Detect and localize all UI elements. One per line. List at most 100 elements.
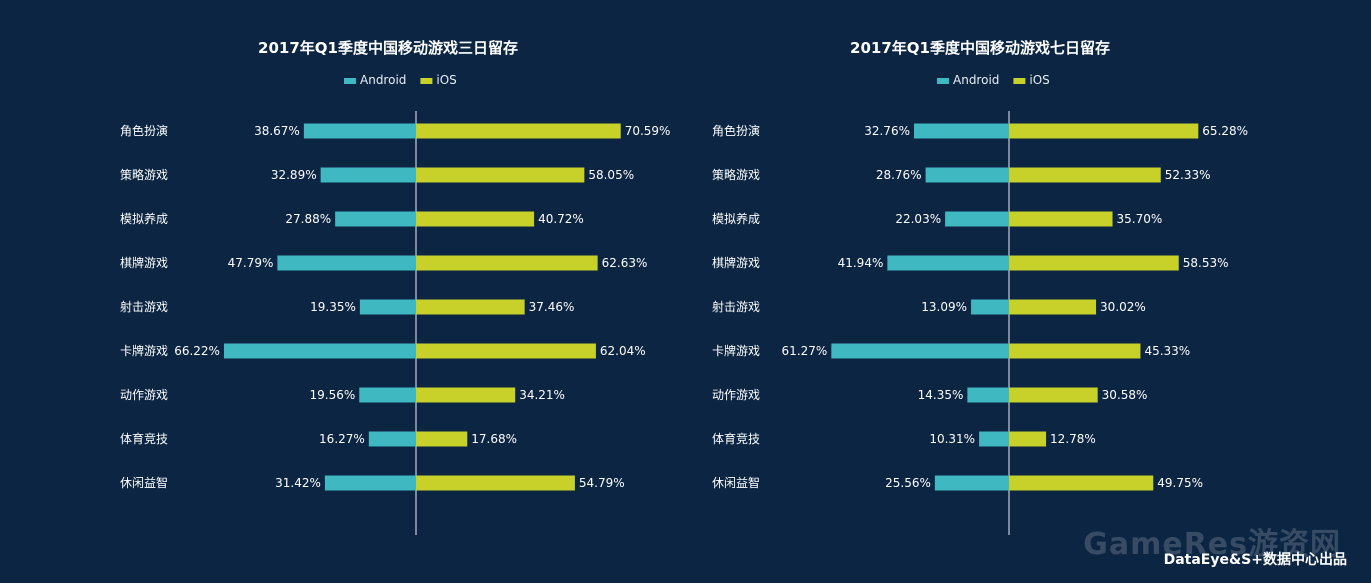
footer-credit: DataEye&S+数据中心出品 bbox=[1163, 552, 1347, 568]
value-label-ios: 58.05% bbox=[588, 168, 634, 182]
value-label-ios: 54.79% bbox=[579, 476, 625, 490]
bar-android[interactable] bbox=[303, 123, 416, 139]
value-label-android: 47.79% bbox=[228, 256, 274, 270]
bar-android[interactable] bbox=[913, 123, 1009, 139]
value-label-android: 14.35% bbox=[918, 388, 964, 402]
value-label-android: 19.35% bbox=[310, 300, 356, 314]
category-label: 体育竞技 bbox=[712, 431, 760, 446]
value-label-android: 13.09% bbox=[921, 300, 967, 314]
value-label-android: 27.88% bbox=[285, 212, 331, 226]
category-label: 棋牌游戏 bbox=[120, 256, 168, 270]
bar-android[interactable] bbox=[971, 299, 1009, 315]
value-label-ios: 12.78% bbox=[1050, 432, 1096, 446]
value-label-android: 19.56% bbox=[310, 388, 356, 402]
bar-android[interactable] bbox=[979, 431, 1009, 447]
chart-three-day-retention: 2017年Q1季度中国移动游戏三日留存 Android iOS 角色扮演 38.67% 7… bbox=[120, 39, 670, 535]
value-label-android: 25.56% bbox=[885, 476, 931, 490]
legend-swatch-android bbox=[937, 78, 949, 84]
value-label-android: 66.22% bbox=[174, 344, 220, 358]
watermark: GameRes游资网 bbox=[1083, 527, 1341, 562]
category-label: 棋牌游戏 bbox=[712, 256, 760, 270]
value-label-ios: 58.53% bbox=[1183, 256, 1229, 270]
value-label-ios: 65.28% bbox=[1202, 124, 1248, 138]
bar-android[interactable] bbox=[277, 255, 416, 271]
category-label: 卡牌游戏 bbox=[712, 344, 760, 358]
category-label: 模拟养成 bbox=[120, 211, 168, 226]
category-label: 动作游戏 bbox=[120, 388, 168, 402]
value-label-android: 16.27% bbox=[319, 432, 365, 446]
value-label-android: 32.76% bbox=[864, 124, 910, 138]
legend-swatch-android bbox=[344, 78, 356, 84]
category-label: 策略游戏 bbox=[712, 167, 760, 182]
bar-ios[interactable] bbox=[1009, 343, 1141, 359]
bar-android[interactable] bbox=[359, 387, 416, 403]
chart-seven-day-retention: 2017年Q1季度中国移动游戏七日留存 Android iOS 角色扮演 32.76% 6… bbox=[712, 39, 1248, 535]
bar-ios[interactable] bbox=[416, 255, 598, 271]
chart-title: 2017年Q1季度中国移动游戏七日留存 bbox=[850, 39, 1110, 57]
category-label: 卡牌游戏 bbox=[120, 344, 168, 358]
category-label: 射击游戏 bbox=[712, 299, 760, 314]
bar-ios[interactable] bbox=[1009, 211, 1113, 227]
value-label-ios: 70.59% bbox=[625, 124, 671, 138]
legend-swatch-ios bbox=[420, 78, 433, 84]
bar-ios[interactable] bbox=[416, 211, 535, 227]
bar-ios[interactable] bbox=[416, 123, 621, 139]
value-label-android: 22.03% bbox=[895, 212, 941, 226]
bar-ios[interactable] bbox=[1009, 123, 1199, 139]
legend-label-android[interactable]: Android bbox=[953, 73, 999, 87]
value-label-android: 38.67% bbox=[254, 124, 300, 138]
bar-android[interactable] bbox=[967, 387, 1009, 403]
value-label-android: 31.42% bbox=[275, 476, 321, 490]
bar-ios[interactable] bbox=[1009, 255, 1179, 271]
bar-android[interactable] bbox=[934, 475, 1009, 491]
bar-ios[interactable] bbox=[1009, 387, 1098, 403]
legend-label-android[interactable]: Android bbox=[360, 73, 406, 87]
bar-android[interactable] bbox=[887, 255, 1009, 271]
value-label-ios: 30.58% bbox=[1102, 388, 1148, 402]
category-label: 休闲益智 bbox=[120, 475, 168, 490]
category-label: 动作游戏 bbox=[712, 388, 760, 402]
bar-ios[interactable] bbox=[416, 387, 516, 403]
value-label-ios: 34.21% bbox=[519, 388, 565, 402]
bar-android[interactable] bbox=[831, 343, 1009, 359]
value-label-ios: 17.68% bbox=[471, 432, 517, 446]
bar-android[interactable] bbox=[368, 431, 416, 447]
legend-label-ios[interactable]: iOS bbox=[1029, 73, 1049, 87]
bar-android[interactable] bbox=[223, 343, 416, 359]
bar-ios[interactable] bbox=[416, 167, 585, 183]
value-label-android: 61.27% bbox=[782, 344, 828, 358]
category-label: 角色扮演 bbox=[120, 123, 168, 138]
value-label-ios: 49.75% bbox=[1157, 476, 1203, 490]
value-label-ios: 40.72% bbox=[538, 212, 584, 226]
category-label: 射击游戏 bbox=[120, 299, 168, 314]
legend-swatch-ios bbox=[1013, 78, 1026, 84]
bar-android[interactable] bbox=[335, 211, 416, 227]
bar-ios[interactable] bbox=[416, 475, 575, 491]
category-label: 模拟养成 bbox=[712, 211, 760, 226]
value-label-android: 32.89% bbox=[271, 168, 317, 182]
value-label-ios: 62.63% bbox=[602, 256, 648, 270]
bar-ios[interactable] bbox=[416, 431, 468, 447]
bar-android[interactable] bbox=[324, 475, 416, 491]
value-label-android: 10.31% bbox=[929, 432, 975, 446]
bar-ios[interactable] bbox=[1009, 299, 1097, 315]
bar-android[interactable] bbox=[925, 167, 1009, 183]
value-label-ios: 30.02% bbox=[1100, 300, 1146, 314]
bar-ios[interactable] bbox=[416, 299, 525, 315]
category-label: 体育竞技 bbox=[120, 431, 168, 446]
bar-ios[interactable] bbox=[416, 343, 596, 359]
value-label-ios: 52.33% bbox=[1165, 168, 1211, 182]
value-label-ios: 37.46% bbox=[529, 300, 575, 314]
chart-title: 2017年Q1季度中国移动游戏三日留存 bbox=[258, 39, 518, 57]
bar-android[interactable] bbox=[320, 167, 416, 183]
bar-android[interactable] bbox=[359, 299, 416, 315]
value-label-android: 28.76% bbox=[876, 168, 922, 182]
bar-ios[interactable] bbox=[1009, 431, 1047, 447]
bar-ios[interactable] bbox=[1009, 475, 1154, 491]
category-label: 角色扮演 bbox=[712, 123, 760, 138]
value-label-ios: 62.04% bbox=[600, 344, 646, 358]
bar-android[interactable] bbox=[945, 211, 1009, 227]
legend-label-ios[interactable]: iOS bbox=[436, 73, 456, 87]
bar-ios[interactable] bbox=[1009, 167, 1161, 183]
category-label: 休闲益智 bbox=[712, 475, 760, 490]
